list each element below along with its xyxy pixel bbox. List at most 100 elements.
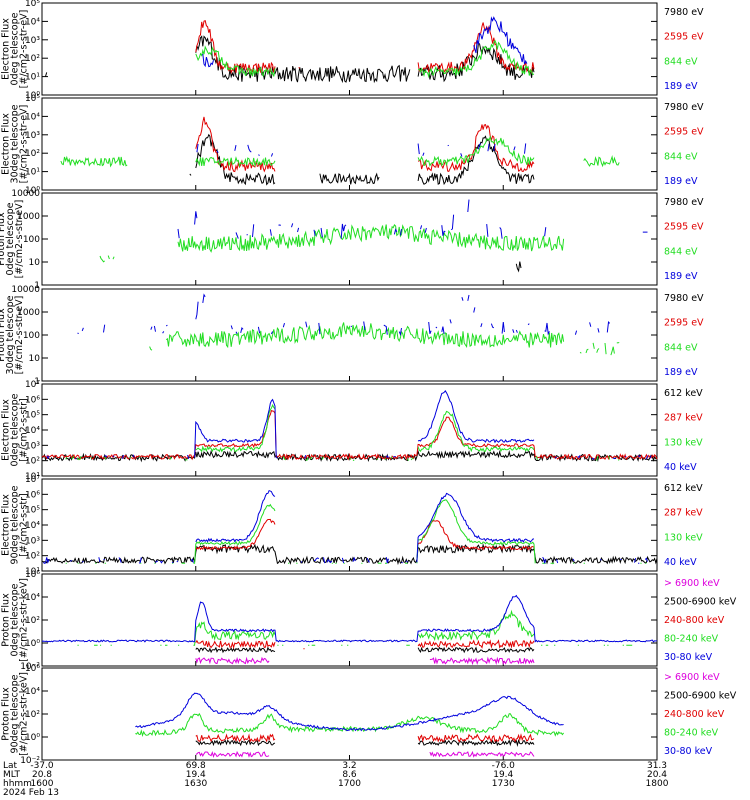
y-axis-label-line: 0deg telescope bbox=[10, 393, 21, 466]
y-axis-label-line: [#/cm2-s-str-eV] bbox=[19, 10, 30, 89]
y-axis-label-line: Proton Flux bbox=[1, 593, 12, 647]
y-axis-label-line: 90deg telescope bbox=[10, 485, 21, 564]
y-tick-label: 1 bbox=[34, 281, 40, 291]
legend-entry: 287 keV bbox=[664, 508, 703, 519]
y-axis-label-line: 0deg telescope bbox=[10, 12, 21, 85]
legend-entry: 2595 eV bbox=[664, 318, 704, 329]
series-240-800-kev bbox=[195, 733, 535, 743]
series-189-ev bbox=[177, 199, 648, 239]
y-tick-label: 10² bbox=[25, 149, 40, 159]
y-axis-label-line: [#/cm2-s-str] bbox=[19, 398, 30, 461]
x-tick-mlt: 20.4 bbox=[647, 770, 667, 780]
y-tick-label: 10¹ bbox=[25, 73, 40, 83]
series--6900-kev bbox=[195, 656, 535, 666]
y-axis-label-line: [#/cm2-s-str-eV] bbox=[14, 296, 25, 375]
legend-entry: 189 eV bbox=[664, 81, 698, 92]
y-axis-label-line: MEPED bbox=[0, 508, 3, 541]
legend-entry: 844 eV bbox=[664, 151, 698, 162]
x-tick-mlt: 8.6 bbox=[342, 770, 357, 780]
series-240-800-kev bbox=[196, 641, 654, 649]
panel-frame bbox=[41, 192, 658, 286]
y-axis-label-line: Proton Flux bbox=[0, 212, 7, 266]
series-130-kev bbox=[66, 405, 655, 461]
y-tick-label: 1000 bbox=[17, 212, 40, 222]
series-189-ev bbox=[197, 143, 566, 156]
legend-entry: 287 keV bbox=[664, 413, 703, 424]
y-axis-label-line: TED bbox=[0, 134, 3, 154]
x-tick-hhmm: 1700 bbox=[338, 779, 361, 789]
legend-entry: 2500-6900 keV bbox=[664, 691, 737, 702]
panel-frame bbox=[41, 667, 658, 761]
y-axis-label-line: MEPED bbox=[0, 413, 3, 446]
x-tick-lat: -37.0 bbox=[30, 761, 54, 771]
y-axis-label-line: [#/cm2-s-str-eV] bbox=[14, 200, 25, 279]
y-tick-label: 10⁴ bbox=[25, 521, 40, 531]
series-287-kev bbox=[41, 409, 658, 461]
legend-entry: 80-240 keV bbox=[664, 728, 719, 739]
legend-entry: 240-800 keV bbox=[664, 615, 725, 626]
y-tick-label: 10⁰ bbox=[25, 639, 40, 649]
series-2595-ev bbox=[196, 21, 642, 73]
legend-entry: 7980 eV bbox=[664, 7, 704, 18]
y-tick-label: 10⁷ bbox=[25, 380, 40, 390]
x-axis-labels: Lat -37.0 69.8 3.2 -76.0 31.3 MLT 20.8 19.4 8.6 19… bbox=[3, 761, 669, 798]
y-axis-label-line: [#/cm2-s-str-eV] bbox=[19, 105, 30, 184]
y-tick-label: 10¹ bbox=[25, 472, 40, 482]
y-tick-label: 10 bbox=[29, 258, 41, 268]
y-tick-label: 10⁰ bbox=[25, 91, 40, 101]
y-axis-label-line: Proton Flux bbox=[0, 308, 7, 362]
y-axis-label-line: Electron Flux bbox=[1, 494, 12, 556]
series-2500-6900-kev bbox=[195, 738, 535, 747]
y-tick-label: 10⁶ bbox=[25, 664, 40, 674]
y-tick-label: 10³ bbox=[25, 36, 40, 46]
y-tick-label: 1 bbox=[34, 377, 40, 387]
panel-frame bbox=[41, 573, 658, 667]
x-tick-mlt: 19.4 bbox=[186, 770, 206, 780]
y-tick-label: 10⁵ bbox=[25, 94, 40, 104]
legend-entry: 844 eV bbox=[664, 246, 698, 257]
y-tick-label: 10⁴ bbox=[25, 17, 40, 27]
y-axis-label-line: 30deg telescope bbox=[10, 104, 21, 183]
legend-entry: 40 keV bbox=[664, 462, 697, 473]
x-tick-hhmm: 1630 bbox=[184, 779, 207, 789]
legend-entry: 7980 eV bbox=[664, 293, 704, 304]
y-axis-label-line: 0deg telescope bbox=[5, 202, 16, 275]
x-row-label-mlt: MLT bbox=[3, 770, 21, 780]
y-axis-label-line: [#/cm2-s-str-keV] bbox=[19, 578, 30, 662]
y-tick-label: 10¹ bbox=[25, 168, 40, 178]
y-tick-label: 1000 bbox=[17, 308, 40, 318]
legend-entry: 2595 eV bbox=[664, 127, 704, 138]
y-tick-label: 10⁵ bbox=[25, 506, 40, 516]
series--6900-kev bbox=[195, 750, 535, 758]
y-tick-label: 10³ bbox=[25, 441, 40, 451]
y-tick-label: 100 bbox=[23, 235, 40, 245]
y-axis-label-line: MEPED bbox=[0, 603, 3, 636]
series-130-kev bbox=[66, 500, 653, 563]
y-axis-label-line: 0deg telescope bbox=[10, 583, 21, 656]
y-tick-label: 10⁶ bbox=[25, 395, 40, 405]
y-axis-label-line: Proton Flux bbox=[1, 687, 12, 741]
y-tick-label: 10⁵ bbox=[25, 0, 40, 9]
y-tick-label: 10⁰ bbox=[25, 186, 40, 196]
y-tick-label: 10⁴ bbox=[25, 593, 40, 603]
y-tick-label: 10⁶ bbox=[25, 570, 40, 580]
date-label: 2024 Feb 13 bbox=[3, 788, 59, 798]
series-844-ev bbox=[99, 224, 565, 263]
y-tick-label: 10¹ bbox=[25, 567, 40, 577]
y-tick-label: 10⁴ bbox=[25, 112, 40, 122]
y-axis-label-line: 30deg telescope bbox=[5, 295, 16, 374]
legend-entry: 130 keV bbox=[664, 532, 703, 543]
legend-entry: 7980 eV bbox=[664, 102, 704, 113]
legend-entry: 2595 eV bbox=[664, 222, 704, 233]
x-row-label-hhmm: hhmm bbox=[3, 779, 32, 789]
